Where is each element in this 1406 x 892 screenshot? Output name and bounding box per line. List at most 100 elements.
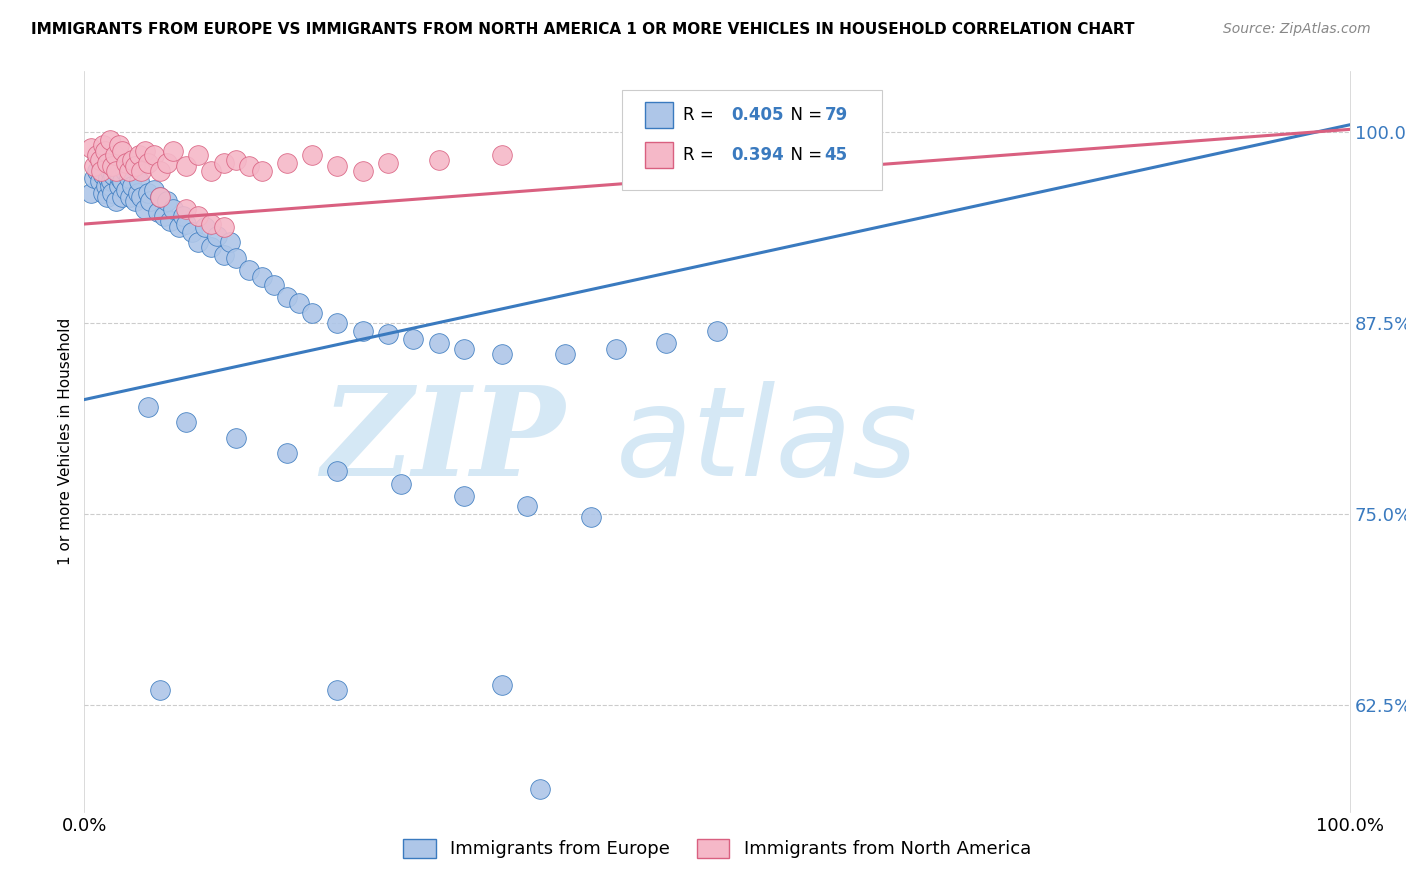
Point [352,163,374,178]
Point [180,225,204,239]
Text: atlas: atlas [616,381,918,502]
Y-axis label: 1 or more Vehicles in Household: 1 or more Vehicles in Household [58,318,73,566]
Point [579,510,602,524]
Point [187,235,209,250]
Point [104,148,127,162]
Point [554,347,576,361]
Point [90,163,112,178]
Point [118,171,141,186]
Point [225,153,247,167]
Point [149,163,172,178]
Text: IMMIGRANTS FROM EUROPE VS IMMIGRANTS FROM NORTH AMERICA 1 OR MORE VEHICLES IN HO: IMMIGRANTS FROM EUROPE VS IMMIGRANTS FRO… [31,22,1135,37]
Point [655,336,678,351]
Point [114,163,136,178]
Point [143,148,166,162]
Point [326,316,349,330]
Point [276,156,298,170]
Point [97,171,120,186]
Point [194,220,217,235]
Point [491,148,513,162]
Point [238,159,260,173]
Text: N =: N = [780,106,828,124]
FancyBboxPatch shape [645,142,673,169]
Point [111,144,134,158]
Point [105,194,127,208]
Point [143,183,166,197]
Point [111,174,134,188]
Point [124,159,146,173]
Point [402,331,425,345]
Point [103,168,125,182]
Point [706,324,728,338]
Point [121,153,143,167]
Point [136,400,159,414]
Point [98,133,121,147]
Point [149,189,172,203]
Text: 0.405: 0.405 [731,106,783,124]
Point [207,229,229,244]
Point [89,174,111,188]
Point [86,163,108,178]
FancyBboxPatch shape [623,90,882,190]
Point [453,342,475,356]
Point [105,163,127,178]
Point [159,214,181,228]
Point [225,251,247,265]
Point [124,194,146,208]
Point [212,220,235,235]
Point [153,210,176,224]
Point [83,159,105,173]
Point [172,210,194,224]
Point [93,168,115,182]
Point [105,159,127,173]
Point [86,148,108,162]
Point [200,240,222,254]
Point [101,159,124,173]
Point [529,781,551,796]
Point [86,148,108,162]
Point [377,326,399,341]
Point [146,204,169,219]
Point [139,194,162,208]
Point [121,178,143,193]
Point [96,156,118,170]
Point [155,194,177,208]
Point [174,416,197,430]
Point [174,159,197,173]
Point [111,189,134,203]
Point [108,171,131,186]
Point [115,183,138,197]
Text: Source: ZipAtlas.com: Source: ZipAtlas.com [1223,22,1371,37]
Point [98,163,121,178]
Point [101,186,124,201]
Point [83,171,105,186]
Text: R =: R = [683,106,718,124]
Point [326,682,349,697]
Point [149,189,172,203]
Point [129,163,153,178]
Point [79,186,103,201]
Point [326,159,349,173]
Point [200,217,222,231]
Point [134,144,156,158]
Point [134,202,156,216]
Point [90,159,112,173]
Legend: Immigrants from Europe, Immigrants from North America: Immigrants from Europe, Immigrants from … [396,832,1038,865]
Point [212,247,235,261]
Point [118,189,141,203]
Text: 79: 79 [824,106,848,124]
Point [276,446,298,460]
Point [352,324,374,338]
Point [263,278,285,293]
Point [453,489,475,503]
FancyBboxPatch shape [645,102,673,128]
Point [238,262,260,277]
Point [107,178,129,193]
Point [174,217,197,231]
Point [136,156,159,170]
Point [187,210,209,224]
Point [94,178,117,193]
Point [301,305,323,319]
Point [200,163,222,178]
Point [136,186,159,201]
